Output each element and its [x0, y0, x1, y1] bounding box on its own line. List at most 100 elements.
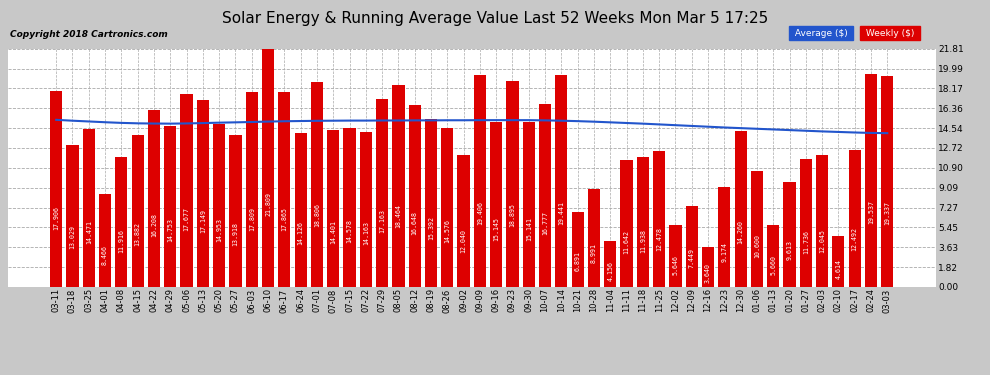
Bar	[735, 131, 746, 287]
Text: 14.401: 14.401	[331, 220, 337, 244]
Bar	[344, 128, 355, 287]
Text: 5.660: 5.660	[770, 255, 776, 275]
Text: 17.677: 17.677	[183, 207, 189, 231]
Bar	[164, 126, 176, 287]
Bar	[767, 225, 779, 287]
Bar	[392, 85, 405, 287]
Bar	[197, 100, 209, 287]
Bar	[669, 225, 681, 287]
Text: 5.646: 5.646	[672, 255, 678, 275]
Bar	[425, 119, 438, 287]
Text: 14.576: 14.576	[445, 219, 450, 243]
Text: 19.337: 19.337	[884, 201, 890, 225]
Bar	[588, 189, 600, 287]
Text: 17.906: 17.906	[53, 207, 59, 231]
Bar	[115, 157, 128, 287]
Text: 18.806: 18.806	[314, 203, 320, 227]
Bar	[490, 122, 502, 287]
Bar	[359, 132, 372, 287]
Text: 15.145: 15.145	[493, 217, 499, 241]
Bar	[571, 211, 584, 287]
Text: 18.464: 18.464	[395, 204, 401, 228]
Bar	[327, 130, 340, 287]
Text: 13.029: 13.029	[69, 225, 75, 249]
Text: 14.260: 14.260	[738, 220, 743, 245]
Text: Solar Energy & Running Average Value Last 52 Weeks Mon Mar 5 17:25: Solar Energy & Running Average Value Las…	[222, 11, 768, 26]
Bar	[865, 74, 877, 287]
Bar	[702, 247, 714, 287]
Bar	[506, 81, 519, 287]
Bar	[833, 237, 844, 287]
Text: Copyright 2018 Cartronics.com: Copyright 2018 Cartronics.com	[10, 30, 167, 39]
Text: Average ($): Average ($)	[792, 29, 850, 38]
Text: 15.392: 15.392	[428, 216, 434, 240]
Bar	[442, 128, 453, 287]
Text: 18.895: 18.895	[510, 202, 516, 226]
Text: 12.478: 12.478	[656, 227, 662, 251]
Bar	[474, 75, 486, 287]
Bar	[409, 105, 421, 287]
Bar	[539, 104, 551, 287]
Text: 15.141: 15.141	[526, 217, 532, 241]
Text: 14.471: 14.471	[86, 220, 92, 244]
Text: 14.163: 14.163	[362, 221, 369, 245]
Text: 12.492: 12.492	[851, 227, 857, 251]
Text: Weekly ($): Weekly ($)	[863, 29, 918, 38]
Text: 19.441: 19.441	[558, 201, 564, 225]
Bar	[83, 129, 95, 287]
Bar	[800, 159, 812, 287]
Text: 8.466: 8.466	[102, 244, 108, 264]
Text: 12.045: 12.045	[819, 229, 825, 253]
Text: 17.149: 17.149	[200, 209, 206, 233]
Text: 12.040: 12.040	[460, 229, 466, 253]
Text: 4.614: 4.614	[836, 259, 842, 279]
Text: 14.953: 14.953	[216, 218, 222, 242]
Bar	[148, 110, 160, 287]
Bar	[50, 92, 62, 287]
Text: 16.208: 16.208	[150, 213, 157, 237]
Bar	[816, 155, 829, 287]
Bar	[848, 150, 860, 287]
Bar	[311, 81, 323, 287]
Text: 11.642: 11.642	[624, 230, 630, 254]
Text: 3.640: 3.640	[705, 263, 711, 283]
Text: 11.736: 11.736	[803, 230, 809, 254]
Bar	[783, 182, 796, 287]
Text: 9.613: 9.613	[786, 240, 793, 260]
Bar	[881, 76, 893, 287]
Bar	[604, 242, 617, 287]
Bar	[718, 187, 731, 287]
Bar	[555, 75, 567, 287]
Text: 14.126: 14.126	[298, 221, 304, 245]
Bar	[246, 92, 257, 287]
Text: 19.406: 19.406	[477, 201, 483, 225]
Bar	[180, 94, 193, 287]
Text: 16.777: 16.777	[543, 211, 548, 235]
Text: 14.578: 14.578	[346, 219, 352, 243]
Text: 13.918: 13.918	[233, 222, 239, 246]
Bar	[262, 49, 274, 287]
Text: 16.648: 16.648	[412, 211, 418, 235]
Bar	[523, 122, 535, 287]
Bar	[99, 195, 111, 287]
Text: 6.891: 6.891	[574, 251, 581, 270]
Bar	[653, 151, 665, 287]
Bar	[621, 160, 633, 287]
Bar	[230, 135, 242, 287]
Bar	[132, 135, 144, 287]
Text: 7.449: 7.449	[689, 248, 695, 268]
Bar	[66, 145, 78, 287]
Bar	[294, 133, 307, 287]
Text: 19.537: 19.537	[868, 200, 874, 224]
Text: 4.156: 4.156	[607, 261, 613, 281]
Text: 10.600: 10.600	[754, 234, 760, 258]
Text: 17.865: 17.865	[281, 207, 287, 231]
Text: 17.809: 17.809	[248, 207, 254, 231]
Bar	[457, 155, 469, 287]
Text: 11.916: 11.916	[119, 230, 125, 254]
Bar	[376, 99, 388, 287]
Text: 17.163: 17.163	[379, 209, 385, 233]
Bar	[213, 124, 226, 287]
Text: 21.809: 21.809	[265, 192, 271, 216]
Text: 9.174: 9.174	[722, 242, 728, 262]
